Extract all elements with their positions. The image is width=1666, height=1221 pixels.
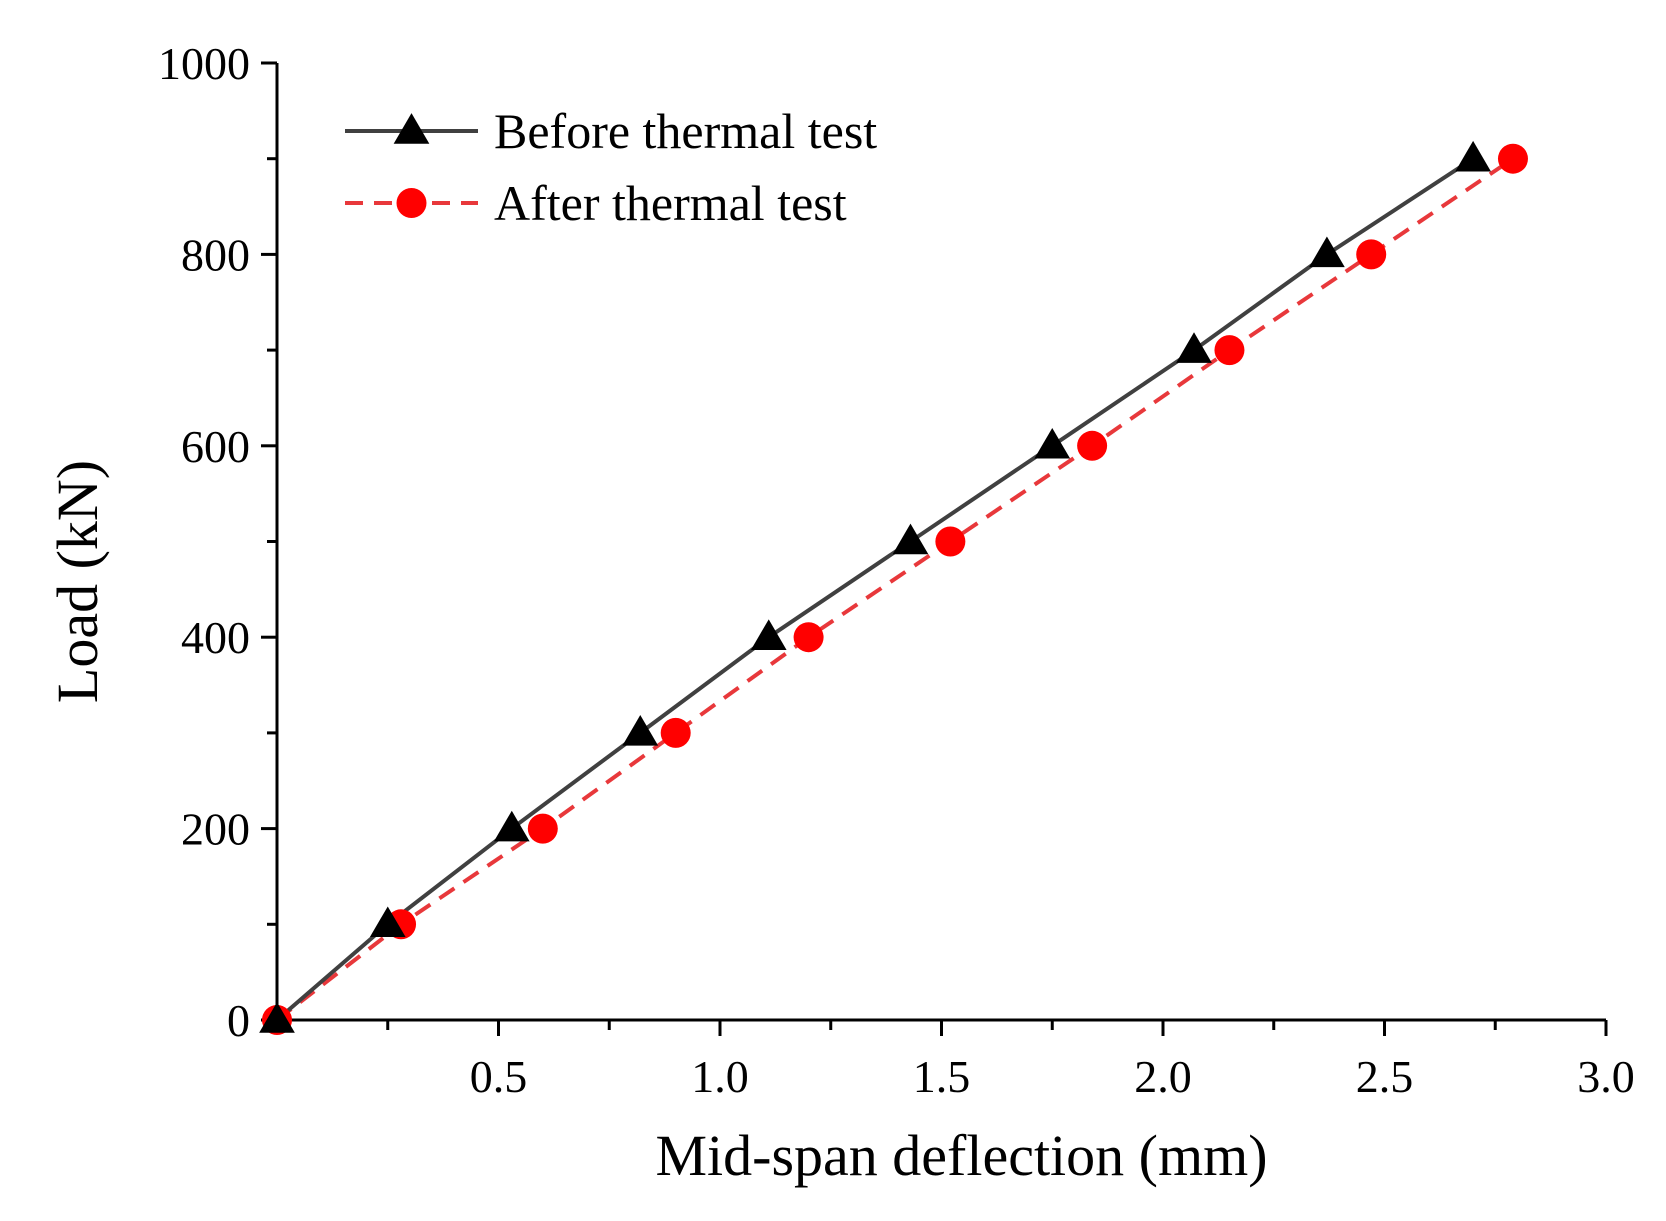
x-tick-label: 1.0 [691,1051,749,1102]
data-point [750,619,787,650]
legend-label: Before thermal test [494,103,877,159]
x-tick-label: 2.5 [1356,1051,1414,1102]
data-point [1034,427,1071,459]
series-after [275,157,1515,1022]
legend-label: After thermal test [494,175,847,231]
data-point [660,717,691,748]
data-point [1077,430,1108,461]
data-point [1497,143,1528,174]
data-point [1356,239,1387,270]
y-tick-label: 600 [181,421,250,472]
series-markers-before [259,140,1491,1033]
y-tick-label: 1000 [158,38,250,89]
series-line [275,157,1515,1022]
axes: 0 200 400 600 800 1000 0.5 1.0 1.5 2.0 2.5 3.0 [158,38,1635,1102]
data-point [527,813,558,844]
data-point [1214,335,1245,366]
series-markers-after [262,143,1528,1035]
legend-item: After thermal test [345,175,847,231]
y-tick-label: 0 [227,995,250,1046]
x-tick-label: 3.0 [1577,1051,1635,1102]
legend-item: Before thermal test [345,103,877,159]
y-tick-label: 800 [181,229,250,280]
series-layer [259,140,1528,1035]
data-point [1176,332,1212,363]
data-point [1309,236,1345,268]
data-point [1455,140,1491,172]
legend-marker [393,113,430,144]
data-point [793,622,824,653]
data-point [369,906,406,938]
data-point [622,715,659,746]
series-line [275,157,1475,1022]
y-tick-label: 200 [181,804,250,855]
data-point [935,526,966,557]
x-tick-label: 2.0 [1134,1051,1192,1102]
y-axis-title: Load (kN) [45,460,110,703]
legend: Before thermal test After thermal test [345,103,877,231]
x-tick-label: 0.5 [470,1051,528,1102]
x-tick-label: 1.5 [913,1051,971,1102]
series-before [275,157,1475,1022]
y-tick-label: 400 [181,612,250,663]
data-point [259,1002,295,1033]
data-point [892,523,929,555]
x-axis-title: Mid-span deflection (mm) [655,1123,1267,1188]
legend-marker [396,188,427,218]
data-point [493,810,530,842]
